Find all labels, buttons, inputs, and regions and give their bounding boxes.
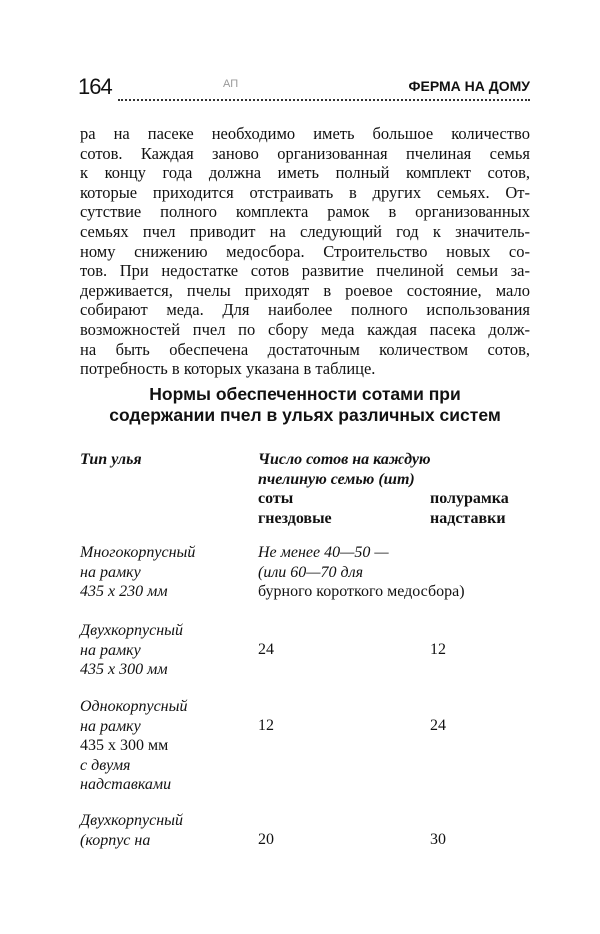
line: ному снижению медосбора. Строительство н… [80,241,530,261]
header-line: Число сотов на каждую [258,451,431,468]
super-value: 30 [430,831,446,848]
line: собирают меда. Для наиболее полного испо… [80,300,530,320]
nest-value: 24 [258,641,274,658]
running-title: ФЕРМА НА ДОМУ [408,78,530,94]
header-line: гнездовые [258,509,332,527]
nest-value: 20 [258,831,274,848]
type-line: 435 х 300 мм [80,661,168,678]
value-line: (или 60—70 для [258,563,364,581]
type-line: Многокорпусный [80,544,196,561]
row-value: Не менее 40—50 — (или 60—70 для бурного … [258,543,465,602]
type-line: Однокорпусный [80,698,188,715]
type-line: с двумя [80,756,131,774]
row-type: Многокорпусный на рамку 435 х 230 мм [80,543,195,602]
row-type: Двухкорпусный на рамку 435 х 300 мм [80,621,183,680]
table-title: Нормы обеспеченности сотами при содержан… [60,384,550,426]
type-line: Двухкорпусный [80,622,183,639]
line: к концу года должна иметь полный комплек… [80,163,530,183]
line: сутствие полного комплекта рамок в орган… [80,202,530,222]
header-mark: АП [223,78,239,90]
nest-value: 12 [258,717,274,734]
header-line: полурамка [430,490,509,507]
row-type: Двухкорпусный (корпус на [80,811,183,850]
header-rule [118,99,530,101]
line: семьях пчел приводит на следующий год к … [80,221,530,241]
line: возможностей пчел по сбору меда каждая п… [80,319,530,339]
page-number: 164 [78,74,113,99]
type-line: 435 х 300 мм [80,737,169,754]
line: которые приходится отстраивать в других … [80,182,530,202]
line: тов. При недостатке сотов развитие пчели… [80,261,530,281]
type-line: на рамку [80,717,141,735]
body-paragraph: ра на пасеке необходимо иметь большое ко… [80,124,530,379]
type-line: надставками [80,776,172,793]
title-line: содержании пчел в ульях различных систем [109,405,501,425]
row-type: Однокорпусный на рамку 435 х 300 мм с дв… [80,697,187,795]
type-line: 435 х 230 мм [80,583,168,600]
super-value: 12 [430,641,446,658]
type-line: на рамку [80,641,141,659]
header-line: соты [258,490,294,507]
line: потребность в которых указана в таблице. [80,359,376,379]
page-header: 164 АП ФЕРМА НА ДОМУ [78,72,530,102]
type-line: (корпус на [80,831,151,849]
col-header-count: Число сотов на каждую пчелиную семью (шт… [258,450,431,489]
line: ра на пасеке необходимо иметь большое ко… [80,124,530,143]
value-line: Не менее 40—50 — [258,544,389,561]
super-value: 24 [430,717,446,734]
subheader-super: полурамка надставки [430,489,509,528]
header-line: надставки [430,509,506,527]
type-line: Двухкорпусный [80,812,183,829]
line: на быть обеспечена достаточным количеств… [80,339,530,359]
value-line: бурного короткого медосбора) [258,583,465,600]
col-header-type: Тип улья [80,451,142,468]
line: сотов. Каждая заново организованная пчел… [80,143,530,163]
line: держивается, пчелы приходят в роевое сос… [80,280,530,300]
type-line: на рамку [80,563,141,581]
title-line: Нормы обеспеченности сотами при [149,384,461,404]
header-line: пчелиную семью (шт) [258,470,415,488]
subheader-nest: соты гнездовые [258,489,332,528]
